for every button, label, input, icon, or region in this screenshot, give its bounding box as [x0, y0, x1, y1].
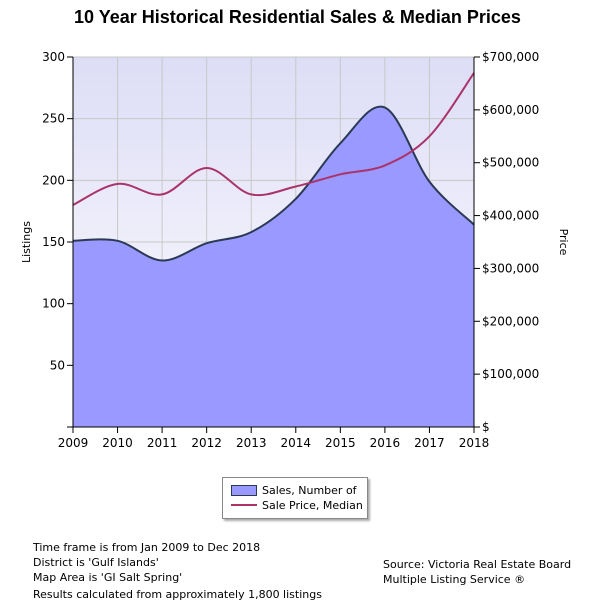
chart-plot: 50 100 150 200 250 300 $ $100,000 $200,000 $300,0… [20, 50, 570, 450]
tick-label-right-200000: $200,000 [482, 314, 539, 328]
axis-title-right: Price [557, 229, 570, 256]
axis-title-left: Listings [20, 221, 33, 263]
tick-label-x-2010: 2010 [102, 436, 133, 450]
sales-line [72, 105, 475, 262]
tick-label-left-200: 200 [42, 173, 65, 187]
legend-swatch-sales [231, 484, 257, 496]
chart-title: 10 Year Historical Residential Sales & M… [74, 7, 521, 27]
chart-notes: Time frame is from Jan 2009 to Dec 2018 … [33, 540, 322, 602]
legend-entry-sales: Sales, Number of [231, 483, 357, 497]
tick-label-right-600000: $600,000 [482, 103, 539, 117]
tick-label-x-2017: 2017 [414, 436, 445, 450]
note-district: District is 'Gulf Islands' [33, 556, 159, 569]
tick-label-x-2012: 2012 [191, 436, 222, 450]
tick-label-right-700000: $700,000 [482, 50, 539, 64]
source-mls: Multiple Listing Service ® [383, 573, 526, 586]
note-map-area: Map Area is 'GI Salt Spring' [33, 571, 183, 584]
tick-label-x-2014: 2014 [281, 436, 312, 450]
legend-entry-price: Sale Price, Median [231, 498, 363, 512]
tick-label-left-50: 50 [50, 358, 65, 372]
tick-label-x-2009: 2009 [58, 436, 89, 450]
sales-area [73, 106, 474, 427]
tick-label-right-400000: $400,000 [482, 209, 539, 223]
tick-label-left-150: 150 [42, 235, 65, 249]
price-line [72, 72, 475, 206]
tick-label-left-300: 300 [42, 50, 65, 64]
tick-label-x-2015: 2015 [325, 436, 356, 450]
tick-label-x-2013: 2013 [236, 436, 267, 450]
source-board: Source: Victoria Real Estate Board [383, 558, 572, 571]
tick-label-x-2018: 2018 [459, 436, 490, 450]
tick-label-right-100000: $100,000 [482, 367, 539, 381]
tick-label-left-100: 100 [42, 297, 65, 311]
chart-source: Source: Victoria Real Estate Board Multi… [383, 557, 571, 587]
tick-label-left-250: 250 [42, 112, 65, 126]
chart-legend: Sales, Number of Sale Price, Median [222, 477, 368, 519]
tick-label-x-2016: 2016 [370, 436, 401, 450]
legend-label-price: Sale Price, Median [262, 498, 363, 512]
legend-swatch-price [231, 504, 257, 506]
tick-label-right-0: $ [482, 420, 490, 434]
tick-label-right-500000: $500,000 [482, 156, 539, 170]
note-results: Results calculated from approximately 1,… [33, 588, 322, 601]
tick-label-x-2011: 2011 [147, 436, 178, 450]
tick-label-right-300000: $300,000 [482, 261, 539, 275]
note-timeframe: Time frame is from Jan 2009 to Dec 2018 [33, 541, 261, 554]
legend-label-sales: Sales, Number of [262, 483, 357, 497]
